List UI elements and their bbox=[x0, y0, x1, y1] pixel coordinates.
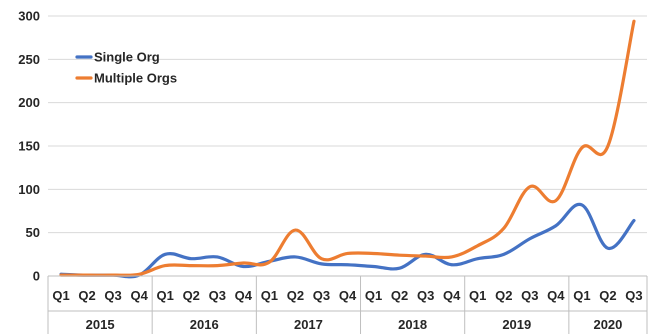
data-point-multiple-orgs bbox=[190, 264, 193, 267]
data-point-multiple-orgs bbox=[580, 146, 583, 149]
x-tick-label: Q3 bbox=[104, 288, 121, 303]
y-tick-label: 100 bbox=[18, 182, 40, 197]
x-tick-label: Q2 bbox=[495, 288, 512, 303]
data-point-multiple-orgs bbox=[242, 261, 245, 264]
x-tick-label: Q2 bbox=[78, 288, 95, 303]
data-point-multiple-orgs bbox=[398, 254, 401, 257]
y-tick-label: 250 bbox=[18, 52, 40, 67]
data-point-single-org bbox=[372, 265, 375, 268]
data-point-single-org bbox=[476, 257, 479, 260]
x-tick-label: Q2 bbox=[287, 288, 304, 303]
x-group-label: 2017 bbox=[294, 317, 323, 332]
x-group-label: 2020 bbox=[593, 317, 622, 332]
x-group-label: 2015 bbox=[86, 317, 115, 332]
data-point-multiple-orgs bbox=[216, 264, 219, 267]
x-tick-label: Q3 bbox=[625, 288, 642, 303]
data-point-single-org bbox=[216, 255, 219, 258]
data-point-multiple-orgs bbox=[346, 252, 349, 255]
data-point-multiple-orgs bbox=[528, 185, 531, 188]
data-point-single-org bbox=[606, 247, 609, 250]
data-point-multiple-orgs bbox=[294, 228, 297, 231]
data-point-single-org bbox=[502, 253, 505, 256]
x-tick-label: Q3 bbox=[521, 288, 538, 303]
data-point-multiple-orgs bbox=[476, 244, 479, 247]
y-tick-label: 150 bbox=[18, 139, 40, 154]
y-tick-label: 200 bbox=[18, 95, 40, 110]
data-point-single-org bbox=[398, 267, 401, 270]
data-point-multiple-orgs bbox=[632, 20, 635, 23]
x-tick-label: Q3 bbox=[209, 288, 226, 303]
x-tick-label: Q2 bbox=[391, 288, 408, 303]
x-tick-label: Q2 bbox=[183, 288, 200, 303]
y-tick-label: 300 bbox=[18, 9, 40, 24]
x-tick-label: Q2 bbox=[599, 288, 616, 303]
data-point-multiple-orgs bbox=[502, 227, 505, 230]
x-group-label: 2018 bbox=[398, 317, 427, 332]
x-group-label: 2019 bbox=[502, 317, 531, 332]
data-point-single-org bbox=[632, 219, 635, 222]
y-axis-ticks: 0 50 100 150 200 250 300 bbox=[18, 9, 40, 284]
data-point-multiple-orgs bbox=[372, 252, 375, 255]
x-tick-label: Q4 bbox=[547, 288, 565, 303]
data-point-multiple-orgs bbox=[320, 257, 323, 260]
data-point-single-org bbox=[164, 253, 167, 256]
legend: Single Org Multiple Orgs bbox=[77, 50, 177, 86]
data-point-single-org bbox=[294, 255, 297, 258]
x-tick-label: Q3 bbox=[313, 288, 330, 303]
data-point-single-org bbox=[320, 262, 323, 265]
data-point-multiple-orgs bbox=[138, 273, 141, 276]
data-point-multiple-orgs bbox=[554, 199, 557, 202]
legend-label-multiple-orgs: Multiple Orgs bbox=[94, 71, 177, 86]
x-tick-label: Q4 bbox=[235, 288, 253, 303]
legend-label-single-org: Single Org bbox=[94, 50, 160, 65]
data-point-multiple-orgs bbox=[268, 261, 271, 264]
x-group-label: 2016 bbox=[190, 317, 219, 332]
x-tick-label: Q1 bbox=[365, 288, 382, 303]
data-point-single-org bbox=[554, 224, 557, 227]
data-point-single-org bbox=[190, 257, 193, 260]
data-point-multiple-orgs bbox=[424, 254, 427, 257]
data-point-single-org bbox=[528, 237, 531, 240]
x-tick-label: Q3 bbox=[417, 288, 434, 303]
x-tick-label: Q4 bbox=[443, 288, 461, 303]
y-tick-label: 0 bbox=[33, 269, 40, 284]
data-point-single-org bbox=[346, 263, 349, 266]
x-tick-label: Q1 bbox=[261, 288, 278, 303]
x-tick-label: Q1 bbox=[469, 288, 486, 303]
x-tick-label: Q1 bbox=[52, 288, 69, 303]
x-tick-label: Q1 bbox=[157, 288, 174, 303]
data-point-single-org bbox=[580, 203, 583, 206]
x-tick-label: Q4 bbox=[130, 288, 148, 303]
data-point-single-org bbox=[242, 265, 245, 268]
data-point-multiple-orgs bbox=[450, 255, 453, 258]
data-point-multiple-orgs bbox=[164, 264, 167, 267]
data-point-single-org bbox=[450, 263, 453, 266]
x-tick-label: Q4 bbox=[339, 288, 357, 303]
x-tick-label: Q1 bbox=[573, 288, 590, 303]
x-axis: Q1 Q2 Q3 Q4 Q1 Q2 Q3 Q4 Q1 Q2 Q3 Q4 Q1 Q2 Q3 Q4 Q1 Q2 Q3 Q4… bbox=[48, 276, 647, 334]
y-tick-label: 50 bbox=[26, 225, 40, 240]
data-point-multiple-orgs bbox=[606, 144, 609, 147]
